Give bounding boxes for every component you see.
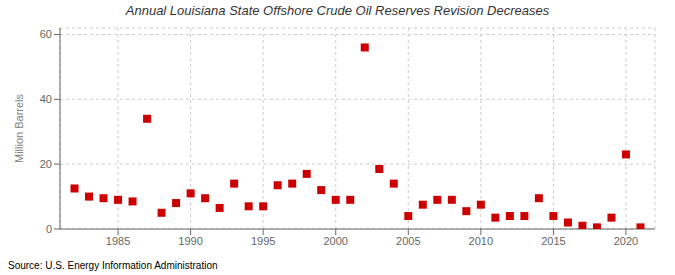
svg-text:2000: 2000 — [323, 235, 347, 247]
svg-text:40: 40 — [40, 93, 52, 105]
svg-text:1990: 1990 — [178, 235, 202, 247]
svg-text:2020: 2020 — [614, 235, 638, 247]
svg-text:Million Barrels: Million Barrels — [13, 93, 25, 163]
html-text:Annual Louisiana State Offshor: Annual Louisiana State Offshore Crude Oi… — [125, 3, 550, 18]
svg-text:60: 60 — [40, 28, 52, 40]
svg-text:0: 0 — [46, 223, 52, 235]
svg-text:20: 20 — [40, 158, 52, 170]
html-text:Source: U.S. Energy Informatio: Source: U.S. Energy Information Administ… — [8, 260, 218, 271]
svg-text:1995: 1995 — [251, 235, 275, 247]
svg-text:1985: 1985 — [106, 235, 130, 247]
svg-text:2005: 2005 — [396, 235, 420, 247]
svg-text:2015: 2015 — [541, 235, 565, 247]
svg-text:2010: 2010 — [469, 235, 493, 247]
